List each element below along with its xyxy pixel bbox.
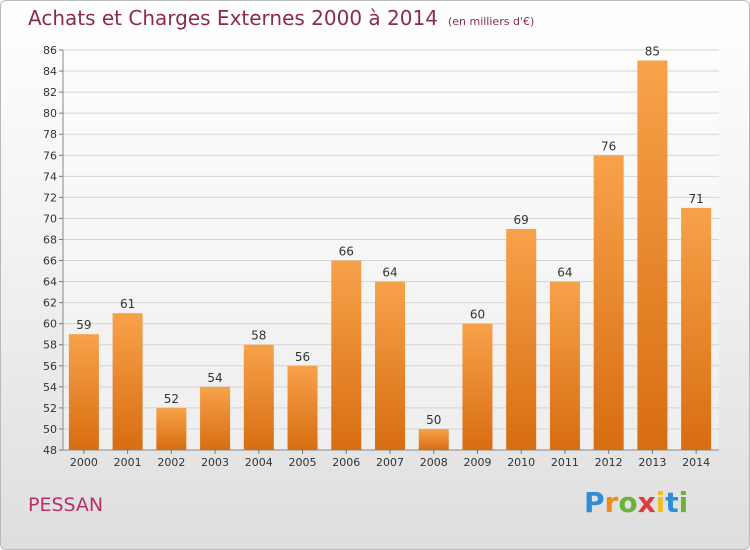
bar-2004 <box>243 344 274 450</box>
label-layer: 48 50 52 54 56 58 60 62 64 66 68 70 72 74 76 78 80 82 84 86… <box>43 44 710 469</box>
logo-letter: r <box>604 486 619 519</box>
commune-name: PESSAN <box>28 494 104 516</box>
y-tick-label: 54 <box>43 381 57 394</box>
data-label-2013: 85 <box>645 45 660 59</box>
x-tick-label-2003: 2003 <box>201 456 229 469</box>
y-tick-label: 58 <box>43 339 57 352</box>
data-label-2008: 50 <box>426 413 441 427</box>
y-tick-label: 86 <box>43 44 57 57</box>
y-tick-label: 62 <box>43 297 57 310</box>
data-label-2002: 52 <box>164 392 179 406</box>
logo-letter: x <box>637 486 656 519</box>
data-label-2005: 56 <box>295 350 310 364</box>
data-label-2001: 61 <box>120 297 135 311</box>
y-tick-label: 78 <box>43 128 57 141</box>
y-tick-label: 50 <box>43 423 57 436</box>
x-tick-label-2000: 2000 <box>70 456 98 469</box>
bar-2000 <box>68 334 99 450</box>
bar-2012 <box>593 155 624 450</box>
bar-2005 <box>287 365 318 450</box>
data-label-2006: 66 <box>339 245 354 259</box>
y-tick-label: 84 <box>43 65 57 78</box>
bar-2009 <box>462 323 493 450</box>
logo-letter: t <box>665 486 679 519</box>
x-tick-label-2004: 2004 <box>245 456 273 469</box>
y-tick-label: 72 <box>43 191 57 204</box>
x-tick-label-2001: 2001 <box>114 456 142 469</box>
bar-2001 <box>112 313 143 450</box>
y-tick-label: 76 <box>43 149 57 162</box>
data-label-2009: 60 <box>470 308 485 322</box>
proxiti-logo: Proxiti <box>584 486 688 519</box>
data-label-2004: 58 <box>251 329 266 343</box>
data-label-2003: 54 <box>207 371 222 385</box>
bar-2006 <box>331 260 362 450</box>
y-tick-label: 48 <box>43 444 57 457</box>
y-tick-label: 60 <box>43 318 57 331</box>
x-tick-label-2009: 2009 <box>463 456 491 469</box>
x-tick-label-2002: 2002 <box>157 456 185 469</box>
x-tick-label-2007: 2007 <box>376 456 404 469</box>
chart-title: Achats et Charges Externes 2000 à 2014 (e… <box>28 6 534 30</box>
y-tick-label: 66 <box>43 255 57 268</box>
logo-letter: P <box>584 486 605 519</box>
chart-subtitle: (en milliers d'€) <box>447 15 535 28</box>
y-tick-label: 82 <box>43 86 57 99</box>
x-tick-label-2005: 2005 <box>289 456 317 469</box>
data-label-2014: 71 <box>688 192 703 206</box>
logo-letter: o <box>618 486 638 519</box>
data-label-2011: 64 <box>557 266 572 280</box>
y-tick-label: 80 <box>43 107 57 120</box>
data-label-2010: 69 <box>514 213 529 227</box>
x-tick-label-2008: 2008 <box>420 456 448 469</box>
x-tick-label-2012: 2012 <box>595 456 623 469</box>
bar-2003 <box>200 386 231 450</box>
y-tick-label: 52 <box>43 402 57 415</box>
x-tick-label-2010: 2010 <box>507 456 535 469</box>
title-text: Achats et Charges Externes 2000 à 2014 <box>28 6 438 30</box>
data-label-2007: 64 <box>382 266 397 280</box>
bar-2002 <box>156 407 187 450</box>
logo-letter: i <box>655 486 666 519</box>
y-tick-label: 64 <box>43 276 57 289</box>
y-tick-label: 70 <box>43 212 57 225</box>
x-tick-label-2014: 2014 <box>682 456 710 469</box>
bar-2008 <box>418 428 449 450</box>
x-tick-label-2011: 2011 <box>551 456 579 469</box>
x-tick-label-2006: 2006 <box>332 456 360 469</box>
y-tick-label: 56 <box>43 360 57 373</box>
bar-2013 <box>637 60 668 451</box>
bar-2014 <box>681 207 712 450</box>
bar-layer <box>68 60 712 451</box>
logo-letter: i <box>678 486 689 519</box>
bar-2011 <box>549 281 580 450</box>
data-label-2012: 76 <box>601 139 616 153</box>
x-tick-label-2013: 2013 <box>638 456 666 469</box>
data-label-2000: 59 <box>76 318 91 332</box>
bar-2007 <box>375 281 405 450</box>
y-tick-label: 68 <box>43 233 57 246</box>
bar-2010 <box>506 228 537 450</box>
y-tick-label: 74 <box>43 170 57 183</box>
